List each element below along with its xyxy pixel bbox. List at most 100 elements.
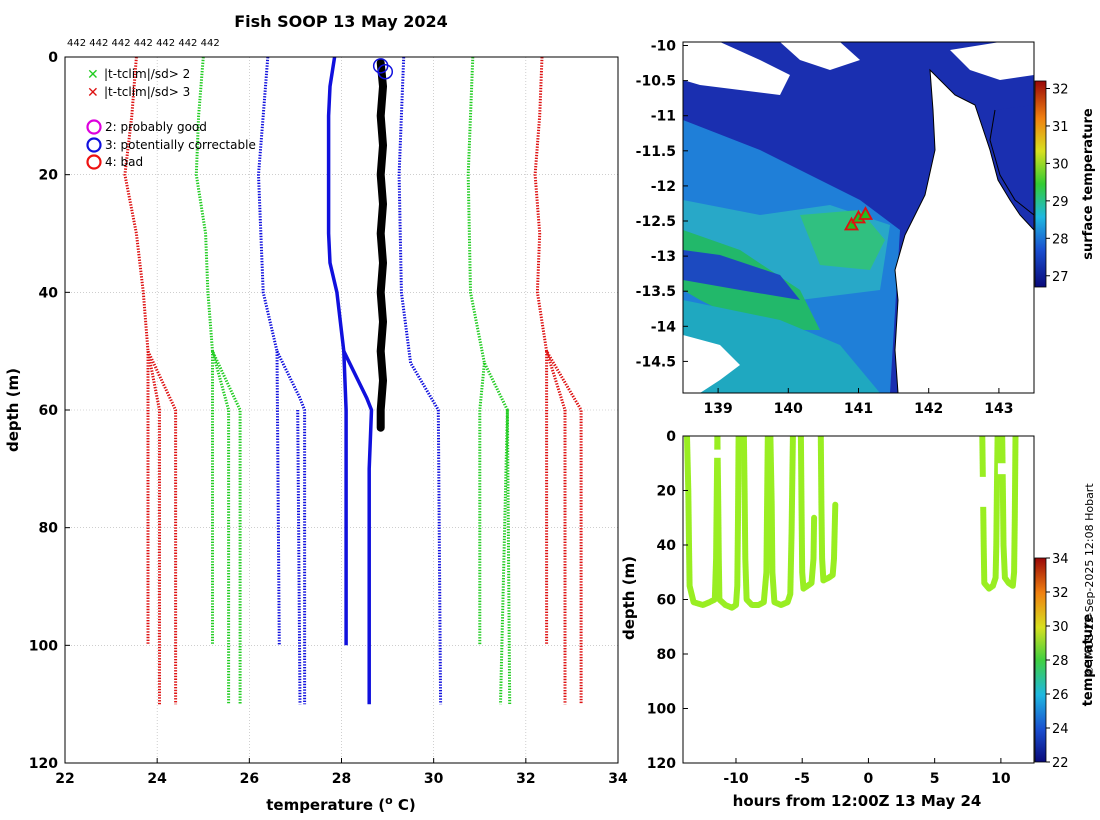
profile-series <box>123 57 583 705</box>
track-cast <box>999 436 1019 589</box>
profile-series-line <box>545 350 567 705</box>
temp-colorbar-tick-label: 22 <box>1052 756 1069 771</box>
track-y-tick-label: 0 <box>666 429 676 445</box>
xlabel-base: temperature ( <box>266 796 385 814</box>
profile-flag-markers <box>372 58 394 80</box>
profile-series-line <box>256 57 281 646</box>
track-x-ticks: -10 -5 0 5 10 <box>723 758 1011 787</box>
profile-xlabel: temperature (o C) <box>266 794 416 814</box>
profile-chart: 22 24 26 28 30 32 34 0 20 40 60 80 100 120 temperatu… <box>4 50 628 814</box>
track-y-tick-label: 20 <box>657 484 677 500</box>
profile-series-line <box>376 58 387 432</box>
profile-series-line <box>296 409 302 705</box>
sst-colorbar-tick-label: 29 <box>1052 195 1069 210</box>
map-x-tick-label: 140 <box>774 401 803 417</box>
legend-bad-label: 4: bad <box>105 155 143 169</box>
profile-x-tick-label: 32 <box>516 771 535 787</box>
map-east-coast <box>989 109 1034 216</box>
profile-ylabel: depth (m) <box>4 368 22 452</box>
xlabel-unit: C) <box>393 796 416 814</box>
track-x-tick-label: -10 <box>723 771 749 787</box>
legend-bad-icon <box>86 154 102 170</box>
profile-series-line <box>533 57 583 705</box>
sst-colorbar-label: surface temperature <box>1081 108 1096 260</box>
map-cloud-north <box>683 42 790 95</box>
profile-series-line <box>478 362 486 646</box>
legend-gt2-label: |t-tclim|/sd> 2 <box>104 67 190 81</box>
profile-y-tick-label: 100 <box>29 638 58 654</box>
profile-y-tick-label: 80 <box>39 521 59 537</box>
track-xlabel: hours from 12:00Z 13 May 24 <box>733 792 982 810</box>
profile-y-tick-label: 40 <box>39 285 59 301</box>
map-track-markers <box>843 206 874 231</box>
temp-colorbar <box>1034 557 1047 763</box>
map-land <box>894 68 1034 393</box>
track-cast <box>714 436 742 611</box>
temp-colorbar-tick-label: 30 <box>1052 620 1069 635</box>
figure-title: Fish SOOP 13 May 2024 <box>234 12 448 31</box>
legend-correctable-icon <box>86 137 102 153</box>
track-x-tick-label: 10 <box>991 771 1011 787</box>
map-x-tick-label: 142 <box>914 401 943 417</box>
profile-x-tick-label: 34 <box>608 771 628 787</box>
xlabel-superscript: o <box>385 794 393 807</box>
track-cast <box>797 436 818 592</box>
temp-colorbar-label: temperature <box>1081 614 1096 707</box>
map-y-ticks: -10 -10.5 -11 -11.5 -12 -12.5 -13 -13.5 -14 -14.5 <box>636 39 688 370</box>
sst-colorbar-tick-label: 28 <box>1052 232 1069 247</box>
profile-series-line <box>326 57 348 646</box>
track-cast <box>740 436 771 608</box>
map-y-tick-label: -10.5 <box>636 74 676 90</box>
profile-legend: ✕ |t-tclim|/sd> 2 ✕ |t-tclim|/sd> 3 2: p… <box>86 67 256 170</box>
map-x-ticks: 139 140 141 142 143 <box>703 388 1014 417</box>
map-cloud-south <box>683 335 740 393</box>
sst-colorbar-tick-label: 27 <box>1052 270 1069 285</box>
profile-x-tick-label: 26 <box>240 771 259 787</box>
profile-y-tick-label: 60 <box>39 403 59 419</box>
profile-y-tick-label: 20 <box>39 168 59 184</box>
legend-good-icon <box>86 119 102 135</box>
sst-colorbar <box>1034 80 1047 288</box>
map-field <box>683 42 1034 393</box>
temp-colorbar-tick-label: 24 <box>1052 722 1069 737</box>
map-y-tick-label: -12 <box>651 179 676 195</box>
map-x-tick-label: 139 <box>703 401 732 417</box>
sst-map: 139 140 141 142 143 -10 -10.5 -11 -11.5 -12 -12.5… <box>636 39 1096 417</box>
track-y-tick-label: 100 <box>647 702 676 718</box>
map-y-tick-label: -13.5 <box>636 284 676 300</box>
track-y-tick-label: 60 <box>657 593 677 609</box>
legend-gt2-icon: ✕ <box>87 67 99 83</box>
sst-colorbar-tick-label: 31 <box>1052 120 1069 135</box>
profile-y-tick-label: 120 <box>29 756 58 772</box>
profile-x-ticks: 22 24 26 28 30 32 34 <box>55 758 628 787</box>
track-casts <box>684 436 1019 611</box>
map-hot-patch-2 <box>800 210 885 270</box>
profile-y-ticks: 0 20 40 60 80 100 120 <box>29 50 70 772</box>
track-ylabel: depth (m) <box>620 556 638 640</box>
map-east-sea <box>990 105 1034 215</box>
temp-colorbar-tick-label: 28 <box>1052 654 1069 669</box>
profile-series-line <box>146 350 161 705</box>
track-cast <box>817 436 839 584</box>
temp-colorbar-ticks: 22 24 26 28 30 32 34 <box>1046 552 1069 771</box>
map-y-tick-label: -13 <box>651 249 676 265</box>
cast-track-chart: -10 -5 0 5 10 0 20 40 60 80 100 120 hours from 12:… <box>620 429 1096 810</box>
legend-item-bad: 4: bad <box>86 154 143 170</box>
map-y-tick-label: -11.5 <box>636 144 676 160</box>
profile-series-line <box>194 57 242 705</box>
legend-item-probably-good: 2: probably good <box>86 119 207 135</box>
track-x-tick-label: 5 <box>930 771 940 787</box>
map-y-tick-label: -11 <box>651 109 676 125</box>
profile-series-line <box>275 350 307 705</box>
temp-colorbar-tick-label: 26 <box>1052 688 1069 703</box>
legend-item-correctable: 3: potentially correctable <box>86 137 256 153</box>
profile-flag-marker <box>377 63 394 80</box>
track-gap <box>711 449 722 458</box>
map-track-marker <box>843 216 859 231</box>
station-labels: 442 442 442 442 442 442 442 <box>67 38 220 49</box>
map-track-marker <box>858 206 874 220</box>
map-y-tick-label: -12.5 <box>636 214 676 230</box>
temp-colorbar-tick-label: 34 <box>1052 552 1069 567</box>
legend-gt3-label: |t-tclim|/sd> 3 <box>104 85 190 99</box>
